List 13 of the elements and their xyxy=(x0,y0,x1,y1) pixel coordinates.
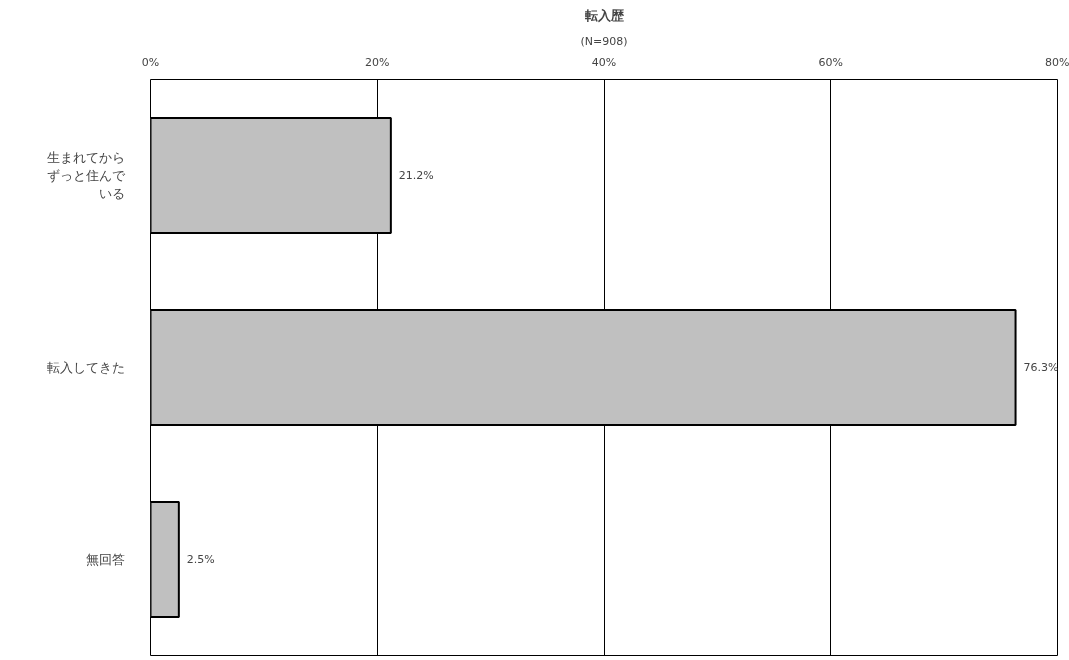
x-tick-label: 60% xyxy=(818,55,843,69)
y-tick-label: 転入してきた xyxy=(46,360,125,375)
x-tick-label: 0% xyxy=(141,55,160,69)
x-tick-label: 40% xyxy=(591,55,617,69)
data-label: 2.5% xyxy=(186,553,215,566)
y-tick-label: 生まれてからずっと住んでいる xyxy=(46,150,126,201)
x-tick-label: 80% xyxy=(1045,55,1069,69)
bar xyxy=(150,500,180,619)
chart-subtitle: (N=908) xyxy=(580,34,628,48)
y-tick-label: 無回答 xyxy=(85,552,125,567)
data-label: 21.2% xyxy=(398,169,434,182)
x-tick-label: 20% xyxy=(365,55,390,69)
chart-title: 転入歴 xyxy=(583,7,625,23)
